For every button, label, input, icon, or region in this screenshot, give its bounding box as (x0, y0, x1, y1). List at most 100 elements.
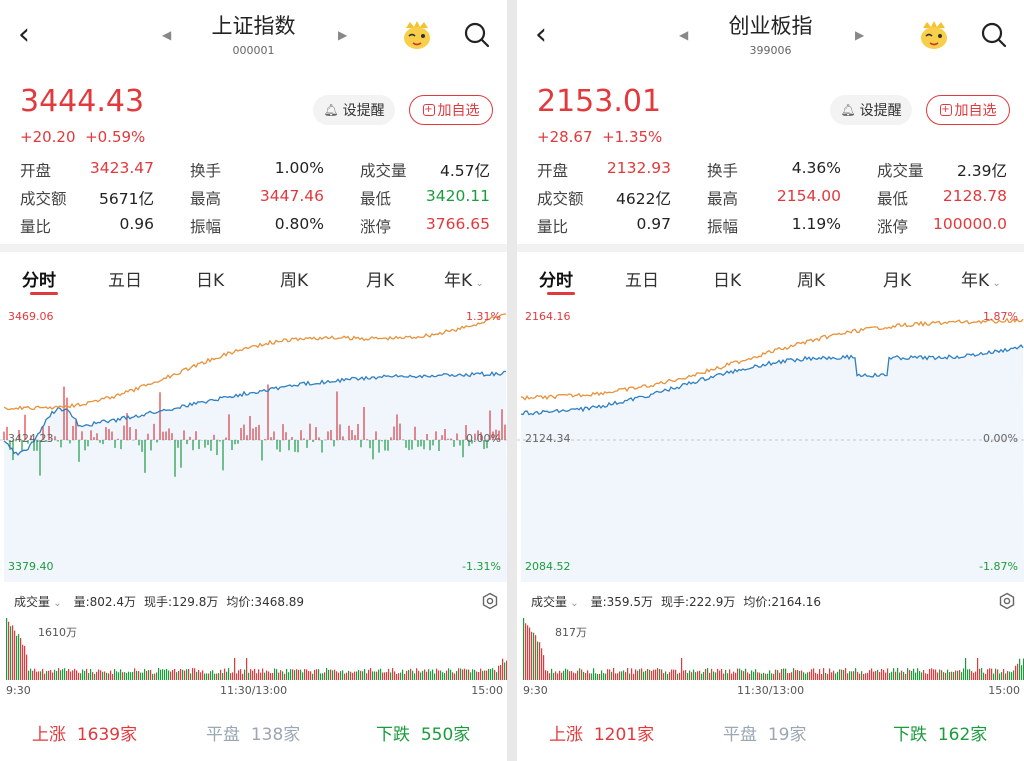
tab-intraday[interactable]: 分时 (539, 271, 573, 291)
prev-index-icon[interactable]: ◀ (162, 28, 172, 42)
volume-bar (104, 671, 106, 680)
price-change: +20.20 +0.59% (20, 128, 145, 146)
decliners-count: 550家 (420, 725, 471, 745)
volume-bar (537, 641, 539, 680)
next-index-icon[interactable]: ▶ (855, 28, 865, 42)
volume-selector-label: 成交量 (14, 594, 51, 609)
average-line (520, 344, 1024, 416)
volume-bar (691, 672, 693, 680)
volume-bar (907, 668, 909, 680)
tab-yearly-k[interactable]: 年K ⌄ (444, 266, 484, 291)
tab-daily-k[interactable]: 日K (713, 271, 742, 291)
volume-bar (462, 669, 464, 680)
back-arrow-icon[interactable]: ‹ (18, 17, 30, 52)
mascot-icon[interactable] (917, 18, 951, 52)
volume-bar (258, 669, 260, 680)
avg-area-fill (521, 345, 1024, 582)
volume-bar (585, 673, 587, 680)
index-code: 000001 (232, 44, 275, 57)
tab-5day[interactable]: 五日 (108, 271, 142, 291)
tab-yearly-k-label: 年K (961, 271, 990, 291)
volume-bar (470, 672, 472, 680)
volume-bar (1007, 671, 1009, 680)
mascot-icon[interactable] (400, 18, 434, 52)
add-watchlist-button[interactable]: + 加自选 (926, 95, 1010, 125)
volume-bar (523, 615, 525, 680)
volume-chart[interactable]: 817万 9:30 11:30/13:00 15:00 (517, 615, 1024, 698)
search-icon[interactable] (462, 20, 492, 50)
volume-bar (62, 669, 64, 680)
tab-daily-k[interactable]: 日K (196, 271, 225, 291)
volume-bar (695, 672, 697, 680)
volume-bar (847, 673, 849, 680)
volume-bar (126, 672, 128, 680)
tab-yearly-k[interactable]: 年K ⌄ (961, 266, 1001, 291)
volume-bar (629, 673, 631, 680)
volume-bar (765, 673, 767, 680)
volume-chart[interactable]: 1610万 9:30 11:30/13:00 15:00 (0, 616, 507, 698)
volume-bar (711, 668, 713, 680)
volume-bar (529, 627, 531, 680)
volume-bar (641, 668, 643, 680)
volume-selector[interactable]: 成交量 ⌄ (14, 593, 62, 610)
intraday-chart[interactable]: 3469.06 1.31% 3424.23 0.00% 3379.40 -1.3… (0, 298, 507, 582)
prev-index-icon[interactable]: ◀ (679, 28, 689, 42)
volume-header: 成交量 ⌄ 量:359.5万 现手:222.9万 均价:2164.16 (517, 586, 1024, 616)
volume-bar (484, 670, 486, 680)
add-watchlist-button[interactable]: + 加自选 (409, 95, 493, 125)
volume-bar (655, 669, 657, 680)
average-price: 均价:3468.89 (226, 594, 305, 609)
volume-bar (442, 672, 444, 680)
volume-bar (971, 671, 973, 680)
volume-bar (44, 673, 46, 680)
volume-bar (52, 672, 54, 680)
volume-bar (581, 669, 583, 680)
tab-monthly-k[interactable]: 月K (366, 271, 395, 291)
tab-weekly-k[interactable]: 周K (280, 271, 309, 291)
set-alert-button[interactable]: 🔔︎ 设提醒 (830, 95, 912, 125)
volume-bar (661, 669, 663, 680)
volume-bar (506, 660, 507, 680)
back-arrow-icon[interactable]: ‹ (535, 17, 547, 52)
tab-monthly-k[interactable]: 月K (883, 271, 912, 291)
stat-label: 涨停 (360, 218, 392, 236)
volume-bar (300, 669, 302, 680)
settings-icon[interactable] (998, 592, 1016, 610)
header: ‹ ◀ 上证指数 000001 ▶ (0, 0, 507, 72)
volume-bar (464, 668, 466, 680)
volume-bar (601, 670, 603, 680)
tab-5day[interactable]: 五日 (625, 271, 659, 291)
volume-bar (218, 673, 220, 680)
volume-bar (316, 669, 318, 680)
axis-top-price: 2164.16 (525, 310, 571, 323)
volume-bar (951, 671, 953, 680)
volume-bar (675, 669, 677, 680)
volume-bar (222, 673, 224, 680)
volume-bar (797, 669, 799, 680)
volume-bar (871, 668, 873, 680)
volume-bar (492, 668, 494, 680)
volume-bar (212, 670, 214, 680)
settings-icon[interactable] (481, 592, 499, 610)
volume-bar (158, 668, 160, 680)
volume-bar (979, 668, 981, 680)
volume-bar (727, 673, 729, 680)
intraday-chart[interactable]: 2164.16 1.87% 2124.34 0.00% 2084.52 -1.8… (517, 298, 1024, 582)
volume-bar (595, 673, 597, 680)
volume-bar (701, 673, 703, 680)
volume-bar (72, 670, 74, 680)
current-price: 2153.01 (537, 84, 662, 119)
next-index-icon[interactable]: ▶ (338, 28, 348, 42)
volume-selector[interactable]: 成交量 ⌄ (531, 593, 579, 610)
search-icon[interactable] (979, 20, 1009, 50)
volume-header: 成交量 ⌄ 量:802.4万 现手:129.8万 均价:3468.89 (0, 586, 507, 616)
tab-weekly-k[interactable]: 周K (797, 271, 826, 291)
set-alert-button[interactable]: 🔔︎ 设提醒 (313, 95, 395, 125)
volume-bar (983, 672, 985, 680)
bell-icon: 🔔︎ (323, 103, 339, 117)
volume-bar (827, 673, 829, 680)
volume-bar (248, 672, 250, 680)
volume-bar (12, 625, 14, 680)
tab-intraday[interactable]: 分时 (22, 271, 56, 291)
volume-bar (887, 668, 889, 680)
